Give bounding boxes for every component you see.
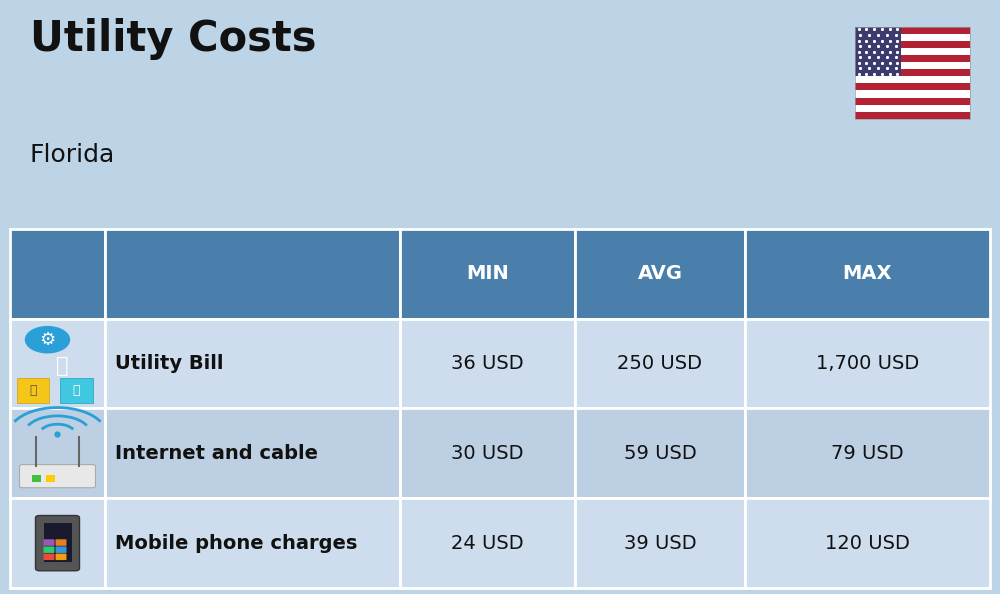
FancyBboxPatch shape [745, 409, 990, 498]
FancyBboxPatch shape [105, 318, 400, 409]
Text: MAX: MAX [843, 264, 892, 283]
Text: 👤: 👤 [56, 356, 69, 377]
FancyBboxPatch shape [575, 498, 745, 588]
FancyBboxPatch shape [400, 229, 575, 318]
Text: 79 USD: 79 USD [831, 444, 904, 463]
FancyBboxPatch shape [44, 523, 72, 563]
Text: 24 USD: 24 USD [451, 533, 524, 552]
Text: Utility Costs: Utility Costs [30, 18, 316, 60]
Text: 120 USD: 120 USD [825, 533, 910, 552]
FancyBboxPatch shape [745, 498, 990, 588]
FancyBboxPatch shape [55, 546, 66, 553]
FancyBboxPatch shape [10, 318, 105, 409]
FancyBboxPatch shape [855, 55, 970, 62]
FancyBboxPatch shape [10, 409, 105, 498]
Text: 39 USD: 39 USD [624, 533, 696, 552]
FancyBboxPatch shape [745, 229, 990, 318]
Text: Utility Bill: Utility Bill [115, 354, 224, 373]
FancyBboxPatch shape [400, 409, 575, 498]
FancyBboxPatch shape [36, 516, 79, 571]
FancyBboxPatch shape [855, 69, 970, 76]
Text: 36 USD: 36 USD [451, 354, 524, 373]
Text: MIN: MIN [466, 264, 509, 283]
FancyBboxPatch shape [575, 318, 745, 409]
Text: 30 USD: 30 USD [451, 444, 524, 463]
FancyBboxPatch shape [32, 475, 41, 482]
Text: 250 USD: 250 USD [617, 354, 702, 373]
FancyBboxPatch shape [855, 112, 970, 119]
Text: 1,700 USD: 1,700 USD [816, 354, 919, 373]
Circle shape [25, 327, 70, 353]
FancyBboxPatch shape [46, 475, 55, 482]
Text: Mobile phone charges: Mobile phone charges [115, 533, 357, 552]
FancyBboxPatch shape [855, 90, 970, 97]
FancyBboxPatch shape [855, 27, 901, 76]
FancyBboxPatch shape [855, 34, 970, 41]
FancyBboxPatch shape [44, 554, 54, 560]
Text: Florida: Florida [30, 143, 115, 166]
Text: Internet and cable: Internet and cable [115, 444, 318, 463]
FancyBboxPatch shape [10, 498, 105, 588]
FancyBboxPatch shape [575, 409, 745, 498]
FancyBboxPatch shape [575, 229, 745, 318]
FancyBboxPatch shape [855, 48, 970, 55]
Text: AVG: AVG [637, 264, 682, 283]
FancyBboxPatch shape [855, 62, 970, 69]
FancyBboxPatch shape [55, 554, 66, 560]
FancyBboxPatch shape [855, 83, 970, 90]
FancyBboxPatch shape [855, 97, 970, 105]
FancyBboxPatch shape [855, 27, 970, 34]
FancyBboxPatch shape [855, 105, 970, 112]
FancyBboxPatch shape [17, 378, 49, 403]
FancyBboxPatch shape [400, 318, 575, 409]
FancyBboxPatch shape [105, 409, 400, 498]
FancyBboxPatch shape [105, 498, 400, 588]
Text: ⚙: ⚙ [39, 331, 56, 349]
FancyBboxPatch shape [60, 378, 92, 403]
FancyBboxPatch shape [105, 229, 400, 318]
Text: 🔌: 🔌 [30, 384, 37, 397]
Text: 💧: 💧 [73, 384, 80, 397]
FancyBboxPatch shape [19, 465, 96, 488]
FancyBboxPatch shape [855, 41, 970, 48]
FancyBboxPatch shape [400, 498, 575, 588]
FancyBboxPatch shape [44, 539, 54, 546]
Text: 59 USD: 59 USD [624, 444, 696, 463]
FancyBboxPatch shape [855, 76, 970, 83]
FancyBboxPatch shape [10, 229, 105, 318]
FancyBboxPatch shape [745, 318, 990, 409]
FancyBboxPatch shape [44, 546, 54, 553]
FancyBboxPatch shape [55, 539, 66, 546]
